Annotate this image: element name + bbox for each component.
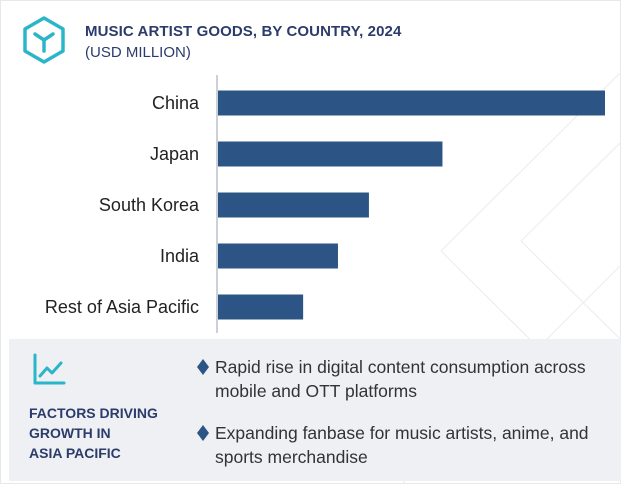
chart-title: MUSIC ARTIST GOODS, BY COUNTRY, 2024 [85, 23, 402, 40]
factor-item: Rapid rise in digital content consumptio… [197, 355, 607, 403]
bar-rest-of-asia-pacific [218, 294, 304, 320]
trend-up-icon [33, 353, 66, 385]
category-label: South Korea [99, 195, 200, 215]
bar-china [218, 90, 605, 116]
diamond-bullet-icon [197, 425, 209, 441]
bar-south-korea [218, 192, 369, 218]
logo-hexagon-icon [23, 16, 65, 64]
category-label: Rest of Asia Pacific [45, 297, 199, 317]
factor-item: Expanding fanbase for music artists, ani… [197, 421, 607, 469]
bar-chart: China Japan South Korea India Rest of Asia P… [45, 75, 605, 333]
factor-text: Rapid rise in digital content consumptio… [215, 357, 586, 401]
bar-india [218, 243, 338, 269]
chart-subtitle: (USD MILLION) [85, 44, 191, 61]
factors-title: FACTORS DRIVING GROWTH IN ASIA PACIFIC [29, 405, 158, 461]
category-label: Japan [150, 144, 199, 164]
factor-text: Expanding fanbase for music artists, ani… [215, 423, 589, 467]
bar-japan [218, 141, 443, 167]
factors-panel: FACTORS DRIVING GROWTH IN ASIA PACIFIC R… [9, 339, 621, 481]
diamond-bullet-icon [197, 359, 209, 375]
category-label: China [152, 93, 200, 113]
category-label: India [160, 246, 200, 266]
